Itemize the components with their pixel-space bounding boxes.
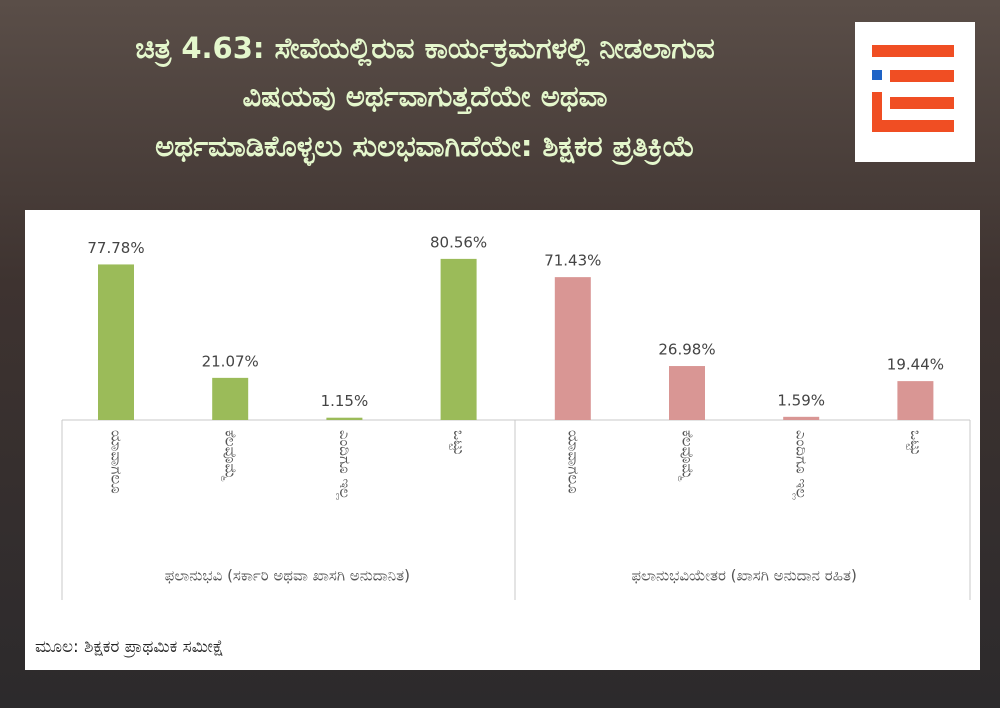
bar: [554, 277, 591, 420]
bar: [212, 377, 249, 420]
x-tick-label: ಯಾವಾಗಲೂ: [564, 430, 582, 494]
x-tick-label: ಎಂದಿಗೂ ಇಲ್ಲ: [336, 430, 354, 500]
source: ಮೂಲ: ಶಿಕ್ಷಕರ ಪ್ರಾಥಮಿಕ ಸಮೀಕ್ಷೆ: [35, 637, 224, 658]
value-label: 80.56%: [430, 233, 487, 251]
title-line: ಅರ್ಥಮಾಡಿಕೊಳ್ಳಲು ಸುಲಭವಾಗಿದೆಯೇ: ಶಿಕ್ಷಕರ ಪ್…: [155, 129, 695, 167]
x-tick-label: ಒಟ್ಟು: [450, 430, 468, 456]
bar: [897, 381, 934, 420]
title-line: ವಿಷಯವು ಅರ್ಥವಾಗುತ್ತದೆಯೇ ಅಥವಾ: [243, 79, 608, 115]
bar: [326, 417, 363, 420]
x-tick-label: ಕೆಲವೊಮ್ಮೆ: [221, 430, 240, 482]
bar: [440, 258, 477, 420]
x-tick-label: ಯಾವಾಗಲೂ: [108, 430, 126, 494]
x-tick-label: ಎಂದಿಗೂ ಇಲ್ಲ: [793, 430, 811, 500]
value-label: 21.07%: [202, 352, 259, 370]
bar: [669, 366, 705, 420]
bar: [783, 416, 820, 420]
value-label: 77.78%: [87, 239, 144, 257]
value-label: 1.59%: [777, 391, 825, 409]
group-label: ಫಲಾನುಭವಿಯೇತರ (ಖಾಸಗಿ ಅನುದಾನ ರಹಿತ): [631, 567, 856, 585]
value-label: 26.98%: [658, 341, 715, 359]
title-line: ಚಿತ್ರ 4.63: ಸೇವೆಯಲ್ಲಿರುವ ಕಾರ್ಯಕ್ರಮಗಳಲ್ಲಿ…: [135, 31, 715, 67]
chart-panel: [25, 210, 980, 670]
x-tick-label: ಕೆಲವೊಮ್ಮೆ: [678, 430, 697, 482]
value-label: 71.43%: [544, 252, 601, 270]
bar: [98, 264, 134, 420]
x-tick-label: ಒಟ್ಟು: [906, 430, 924, 456]
value-label: 19.44%: [887, 356, 944, 374]
group-label: ಫಲಾನುಭವಿ (ಸರ್ಕಾರಿ ಅಥವಾ ಖಾಸಗಿ ಅನುದಾನಿತ): [165, 567, 410, 585]
value-label: 1.15%: [321, 392, 369, 410]
logo: [855, 22, 975, 162]
